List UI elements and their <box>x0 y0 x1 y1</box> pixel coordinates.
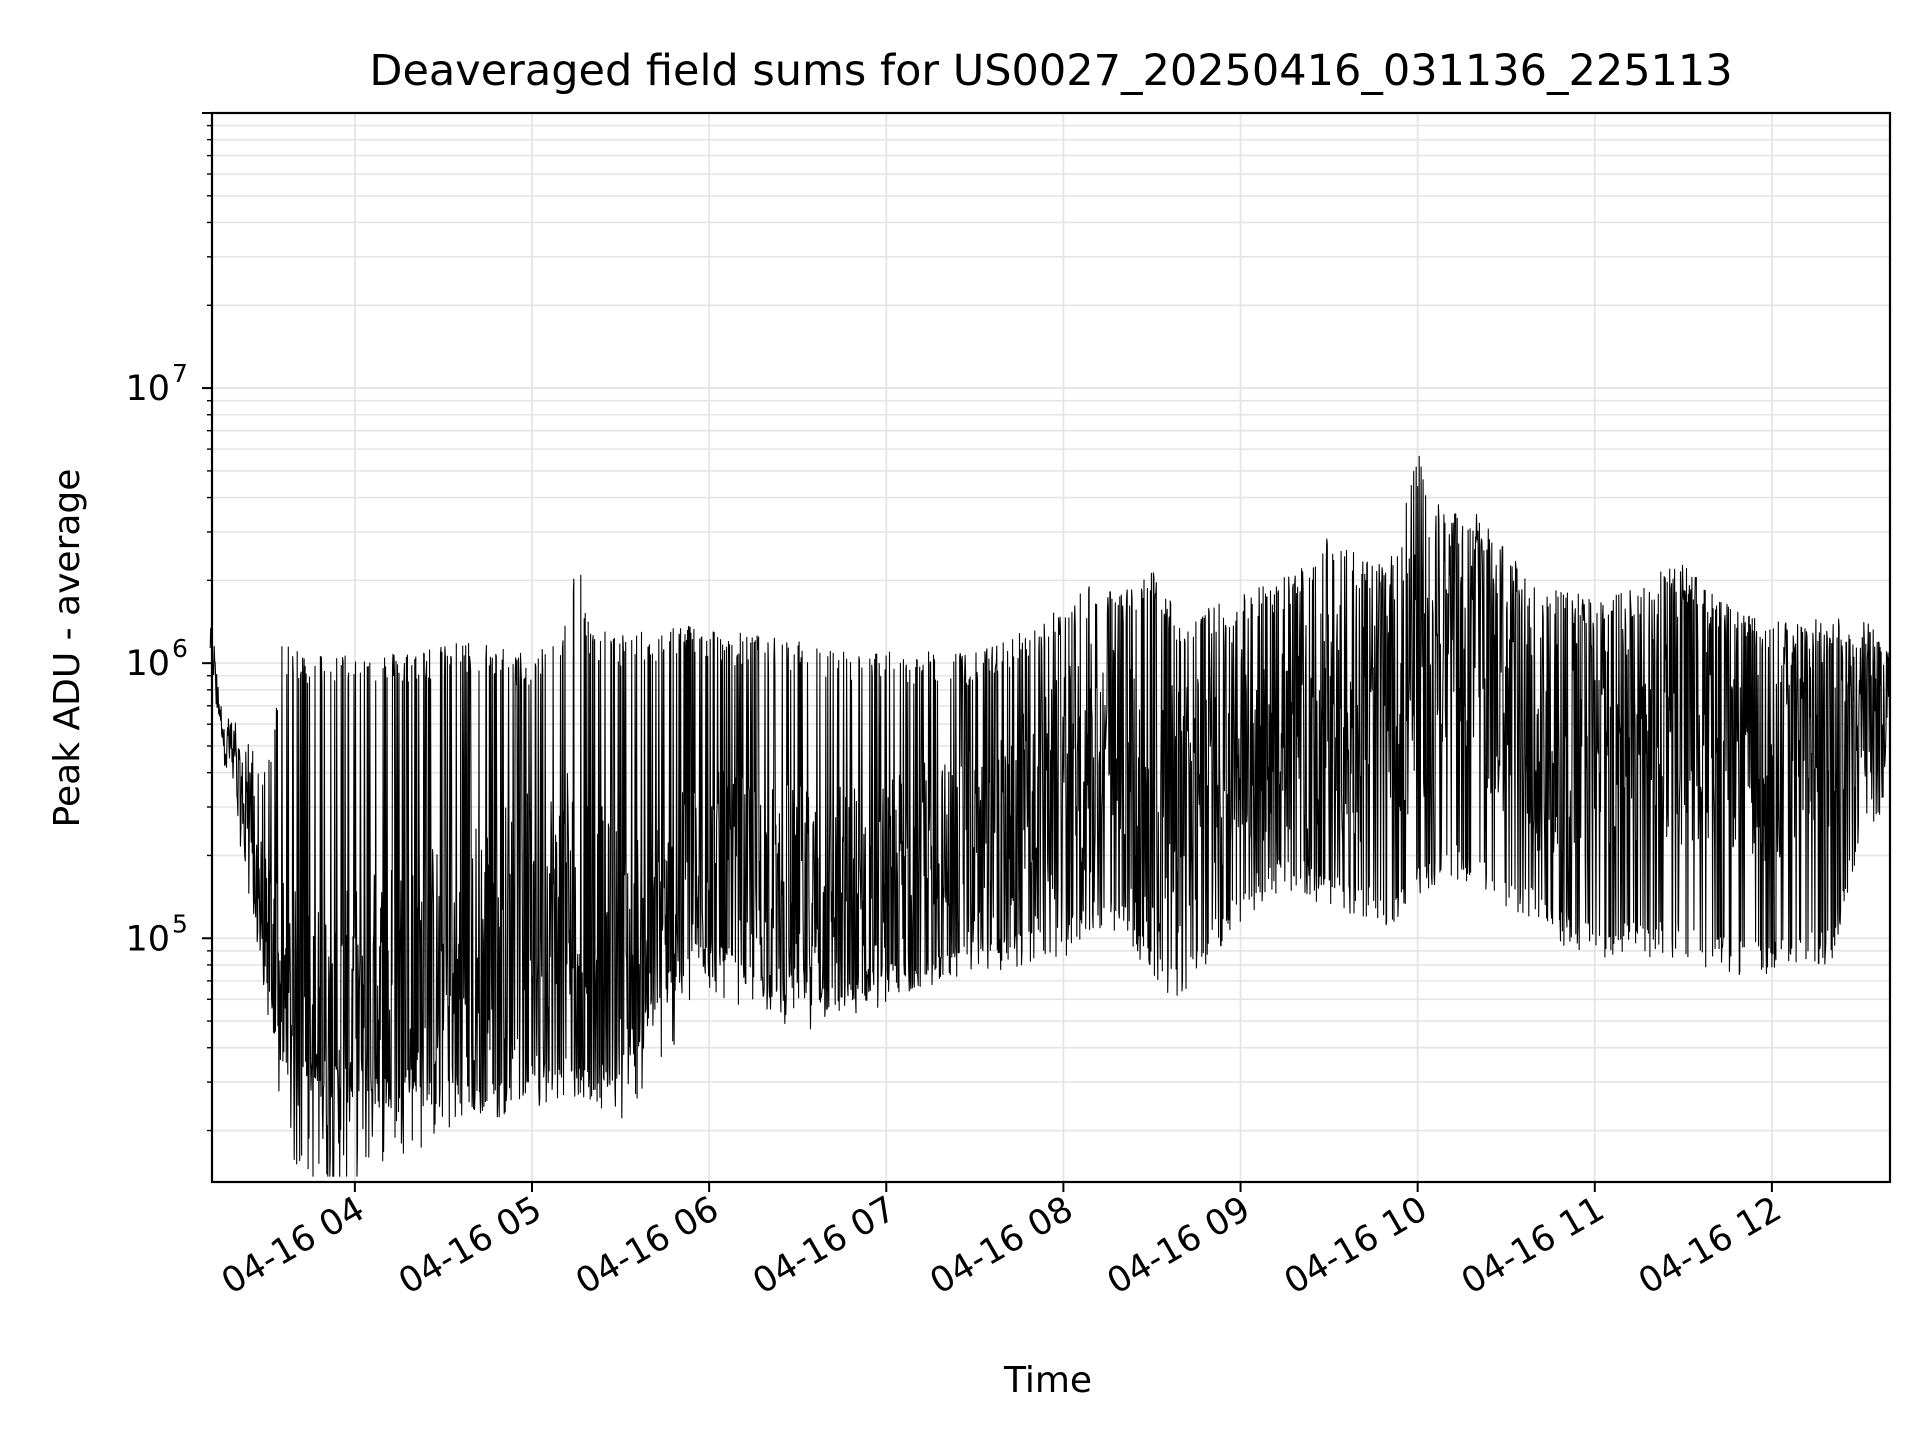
y-tick-label-base: 10 <box>125 644 170 684</box>
y-tick-label-base: 10 <box>125 919 170 959</box>
y-tick-label-exponent: 6 <box>172 634 188 663</box>
y-tick-label-exponent: 5 <box>172 909 188 938</box>
y-tick-label: 10 5 <box>125 909 187 959</box>
y-tick-label-base: 10 <box>125 369 170 409</box>
series-line <box>209 455 1891 1177</box>
y-tick-label-exponent: 7 <box>172 359 188 388</box>
x-axis-label: Time <box>1003 1360 1092 1401</box>
chart-title: Deaveraged field sums for US0027_2025041… <box>369 46 1732 96</box>
series-layer <box>209 455 1891 1177</box>
y-tick-label: 10 7 <box>125 359 187 409</box>
y-axis-label: Peak ADU - average <box>47 469 88 828</box>
y-tick-label: 10 6 <box>125 634 187 684</box>
plot-frame <box>210 111 1892 1184</box>
